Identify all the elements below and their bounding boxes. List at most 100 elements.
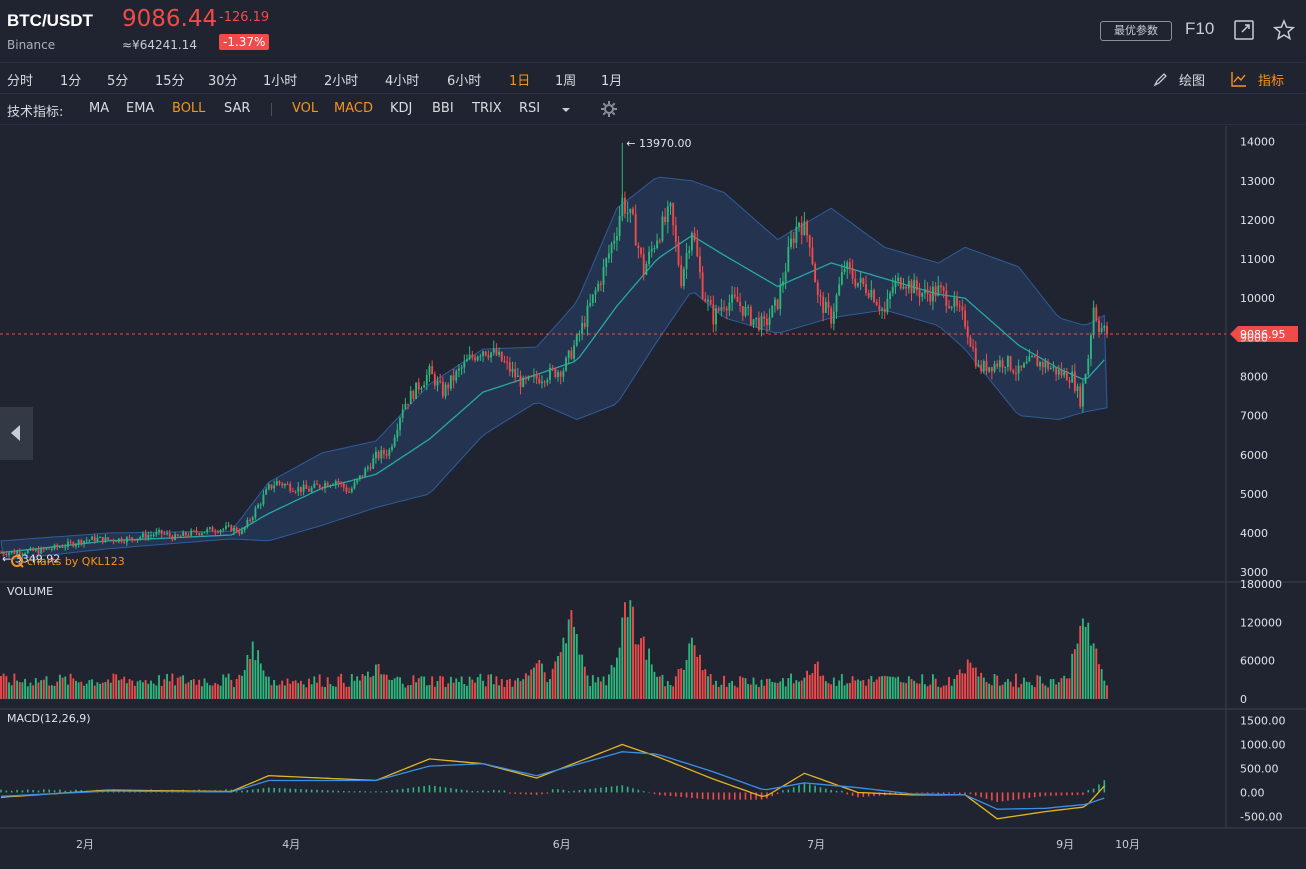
volume-bar xyxy=(1063,675,1066,699)
volume-bar xyxy=(822,675,825,699)
tf-6h[interactable]: 6小时 xyxy=(447,74,482,89)
volume-bar xyxy=(605,685,608,699)
candle-body xyxy=(225,525,227,529)
tf-30m[interactable]: 30分 xyxy=(208,74,238,89)
tf-5m[interactable]: 5分 xyxy=(107,74,129,89)
volume-bar xyxy=(53,685,56,699)
macd-histogram-bar xyxy=(605,787,608,793)
tf-1d[interactable]: 1日 xyxy=(509,74,531,89)
volume-bar xyxy=(179,676,182,699)
ind-boll[interactable]: BOLL xyxy=(172,101,206,116)
volume-bar xyxy=(447,683,450,699)
candle-body xyxy=(682,268,685,287)
macd-histogram-bar xyxy=(353,791,356,793)
tf-2h[interactable]: 2小时 xyxy=(324,74,359,89)
candle-body xyxy=(498,351,501,355)
tf-15m[interactable]: 15分 xyxy=(155,74,185,89)
volume-bar xyxy=(216,684,219,699)
volume-bar xyxy=(321,686,324,699)
candle-body xyxy=(195,530,198,533)
ind-trix[interactable]: TRIX xyxy=(472,101,502,116)
volume-bar xyxy=(926,686,929,699)
macd-histogram-bar xyxy=(59,789,61,793)
volume-bar xyxy=(460,676,463,699)
volume-bar xyxy=(457,681,460,699)
volume-bar xyxy=(208,685,211,699)
volume-bar xyxy=(490,674,493,699)
candle-body xyxy=(449,375,452,389)
volume-bar xyxy=(865,685,867,699)
tf-1w[interactable]: 1周 xyxy=(555,74,577,89)
macd-histogram-bar xyxy=(1071,792,1073,796)
candle-body xyxy=(227,525,230,527)
volume-bar xyxy=(241,675,243,699)
f10-button[interactable]: F10 xyxy=(1185,19,1215,38)
ind-kdj[interactable]: KDJ xyxy=(390,101,413,116)
candle-body xyxy=(840,271,843,285)
macd-histogram-bar xyxy=(37,790,40,793)
volume-bar xyxy=(806,670,809,699)
candle-body xyxy=(444,384,447,397)
volume-bar xyxy=(559,652,562,699)
candle-body xyxy=(549,367,551,380)
volume-bar xyxy=(136,681,139,699)
candle-body xyxy=(725,308,728,311)
tf-4h[interactable]: 4小时 xyxy=(385,74,420,89)
volume-bar xyxy=(243,670,246,699)
ind-bbi[interactable]: BBI xyxy=(432,101,454,116)
gear-icon[interactable] xyxy=(600,100,618,118)
volume-bar xyxy=(1084,626,1087,699)
volume-bar xyxy=(500,679,503,699)
macd-histogram-bar xyxy=(803,782,806,793)
candle-body xyxy=(506,361,509,363)
candle-body xyxy=(409,390,412,404)
candle-body xyxy=(956,297,958,306)
volume-bar xyxy=(1023,677,1025,699)
ind-macd[interactable]: MACD xyxy=(334,101,373,116)
tf-1h[interactable]: 1小时 xyxy=(263,74,298,89)
candle-body xyxy=(150,534,152,536)
collapse-left-button[interactable] xyxy=(0,407,33,460)
ind-ema[interactable]: EMA xyxy=(126,101,155,116)
candle-body xyxy=(58,546,61,548)
candle-body xyxy=(1036,357,1039,367)
macd-histogram-bar xyxy=(182,789,184,793)
volume-bar xyxy=(972,667,975,699)
macd-histogram-bar xyxy=(503,790,506,793)
candle-body xyxy=(907,280,910,289)
candle-body xyxy=(629,208,632,213)
candle-body xyxy=(865,284,867,294)
volume-bar xyxy=(225,677,227,699)
candle-body xyxy=(854,278,857,287)
macd-histogram-bar xyxy=(669,792,672,797)
macd-histogram-bar xyxy=(321,790,324,793)
tf-minute[interactable]: 分时 xyxy=(7,74,34,89)
price-tick-label: 9000 xyxy=(1240,331,1268,344)
indicator-button[interactable]: 指标 xyxy=(1258,74,1285,89)
fullscreen-icon[interactable] xyxy=(1234,20,1254,40)
macd-histogram-bar xyxy=(278,788,281,793)
macd-histogram-bar xyxy=(428,785,431,793)
ind-rsi[interactable]: RSI xyxy=(519,101,541,116)
volume-bar xyxy=(648,648,651,699)
draw-button[interactable]: 绘图 xyxy=(1179,74,1206,89)
dropdown-icon[interactable] xyxy=(560,106,572,114)
volume-bar xyxy=(948,676,950,699)
tf-1mo[interactable]: 1月 xyxy=(601,74,623,89)
ind-sar[interactable]: SAR xyxy=(224,101,251,116)
macd-histogram-bar xyxy=(1082,792,1084,795)
candle-body xyxy=(816,282,819,296)
volume-bar xyxy=(996,675,999,699)
volume-bar xyxy=(725,686,728,699)
star-icon[interactable] xyxy=(1273,19,1295,41)
tf-1m[interactable]: 1分 xyxy=(60,74,82,89)
candle-body xyxy=(281,483,284,486)
volume-bar xyxy=(1073,649,1076,699)
ind-ma[interactable]: MA xyxy=(89,101,110,116)
optimal-params-button[interactable]: 最优参数 xyxy=(1100,21,1172,41)
volume-bar xyxy=(814,664,817,699)
candle-body xyxy=(1081,383,1084,407)
candle-body xyxy=(222,528,225,530)
ind-vol[interactable]: VOL xyxy=(292,101,319,116)
